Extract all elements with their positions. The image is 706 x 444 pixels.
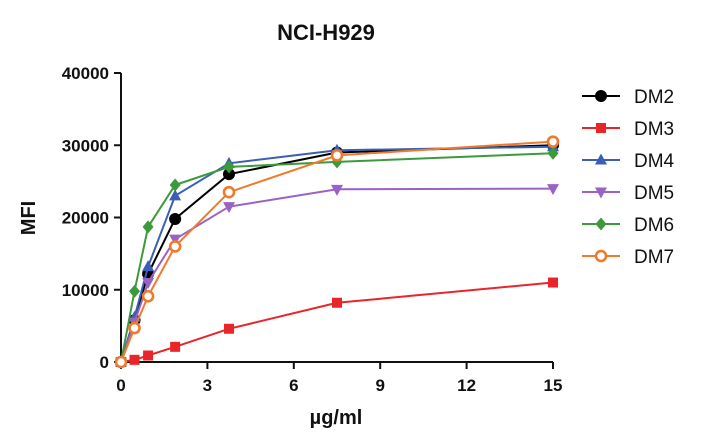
series-dm6: [115, 146, 559, 369]
data-point-dm6: [142, 220, 154, 234]
legend-marker-dm3: [596, 123, 606, 133]
legend: DM2 DM3 DM4 DM5 DM6 DM7: [582, 87, 675, 268]
y-tick-label: 0: [100, 353, 109, 372]
legend-item-dm2: DM2: [582, 87, 674, 108]
x-tick-label: 3: [203, 376, 212, 395]
legend-label-dm5: DM5: [634, 183, 674, 204]
x-tick-label: 9: [375, 376, 384, 395]
series-line-dm2: [120, 144, 554, 363]
legend-label-dm7: DM7: [634, 247, 674, 268]
y-tick-label: 40000: [62, 64, 109, 83]
data-point-dm6: [223, 160, 235, 174]
data-point-dm7: [546, 135, 560, 148]
data-point-dm4: [169, 189, 182, 201]
legend-marker-dm7: [594, 249, 608, 263]
x-tick-label: 6: [289, 376, 298, 395]
data-point-dm7: [330, 149, 344, 162]
series-line-dm6: [120, 152, 554, 363]
data-point-dm2: [169, 212, 182, 225]
x-axis-title: µg/ml: [310, 407, 363, 429]
data-point-dm3: [224, 323, 234, 334]
legend-item-dm3: DM3: [582, 119, 674, 140]
y-tick-label: 20000: [62, 209, 109, 228]
data-point-dm3: [143, 350, 154, 361]
series-dm5: [115, 184, 559, 369]
legend-label-dm6: DM6: [634, 215, 674, 236]
legend-label-dm2: DM2: [634, 87, 674, 108]
data-point-dm7: [141, 289, 155, 303]
x-tick-label: 0: [116, 376, 125, 395]
data-point-dm3: [332, 297, 342, 308]
y-tick-label: 30000: [62, 136, 109, 155]
series-dm3: [116, 277, 558, 367]
legend-item-dm4: DM4: [582, 151, 675, 172]
legend-item-dm5: DM5: [582, 183, 674, 204]
legend-item-dm6: DM6: [582, 215, 674, 236]
data-point-dm6: [169, 178, 181, 192]
data-point-dm4: [142, 260, 155, 272]
legend-item-dm7: DM7: [582, 247, 674, 268]
data-point-dm7: [114, 355, 128, 369]
axes: 0 10000 20000 30000 40000 0 3 6 9 12 15: [62, 64, 563, 395]
legend-marker-dm4: [595, 153, 607, 165]
data-point-dm3: [170, 341, 181, 352]
data-point-dm3: [548, 277, 558, 288]
y-axis-title: MFI: [18, 201, 40, 235]
legend-marker-dm2: [595, 90, 607, 102]
y-tick-label: 10000: [62, 281, 109, 300]
legend-marker-dm5: [595, 187, 607, 199]
series-dm4: [115, 140, 559, 367]
series-line-dm4: [120, 145, 554, 363]
data-point-dm5: [331, 184, 343, 196]
series-line-dm7: [120, 140, 554, 363]
x-tick-label: 15: [544, 376, 563, 395]
data-point-dm5: [223, 202, 235, 214]
legend-marker-dm6: [595, 217, 607, 231]
series-dm7: [114, 135, 560, 369]
data-point-dm7: [168, 240, 182, 253]
data-point-dm7: [222, 185, 236, 199]
data-point-dm7: [128, 321, 141, 335]
chart-title: NCI-H929: [277, 20, 375, 45]
data-point-dm5: [547, 184, 559, 196]
series-dm2: [115, 139, 559, 368]
data-point-dm6: [129, 284, 141, 298]
x-tick-label: 12: [457, 376, 476, 395]
legend-label-dm4: DM4: [634, 151, 675, 172]
data-point-dm6: [547, 146, 559, 160]
legend-label-dm3: DM3: [634, 119, 674, 140]
data-point-dm5: [142, 278, 155, 290]
series-line-dm3: [120, 281, 554, 363]
data-point-dm3: [129, 354, 140, 365]
series-layer: [114, 135, 560, 369]
series-line-dm5: [120, 187, 554, 363]
